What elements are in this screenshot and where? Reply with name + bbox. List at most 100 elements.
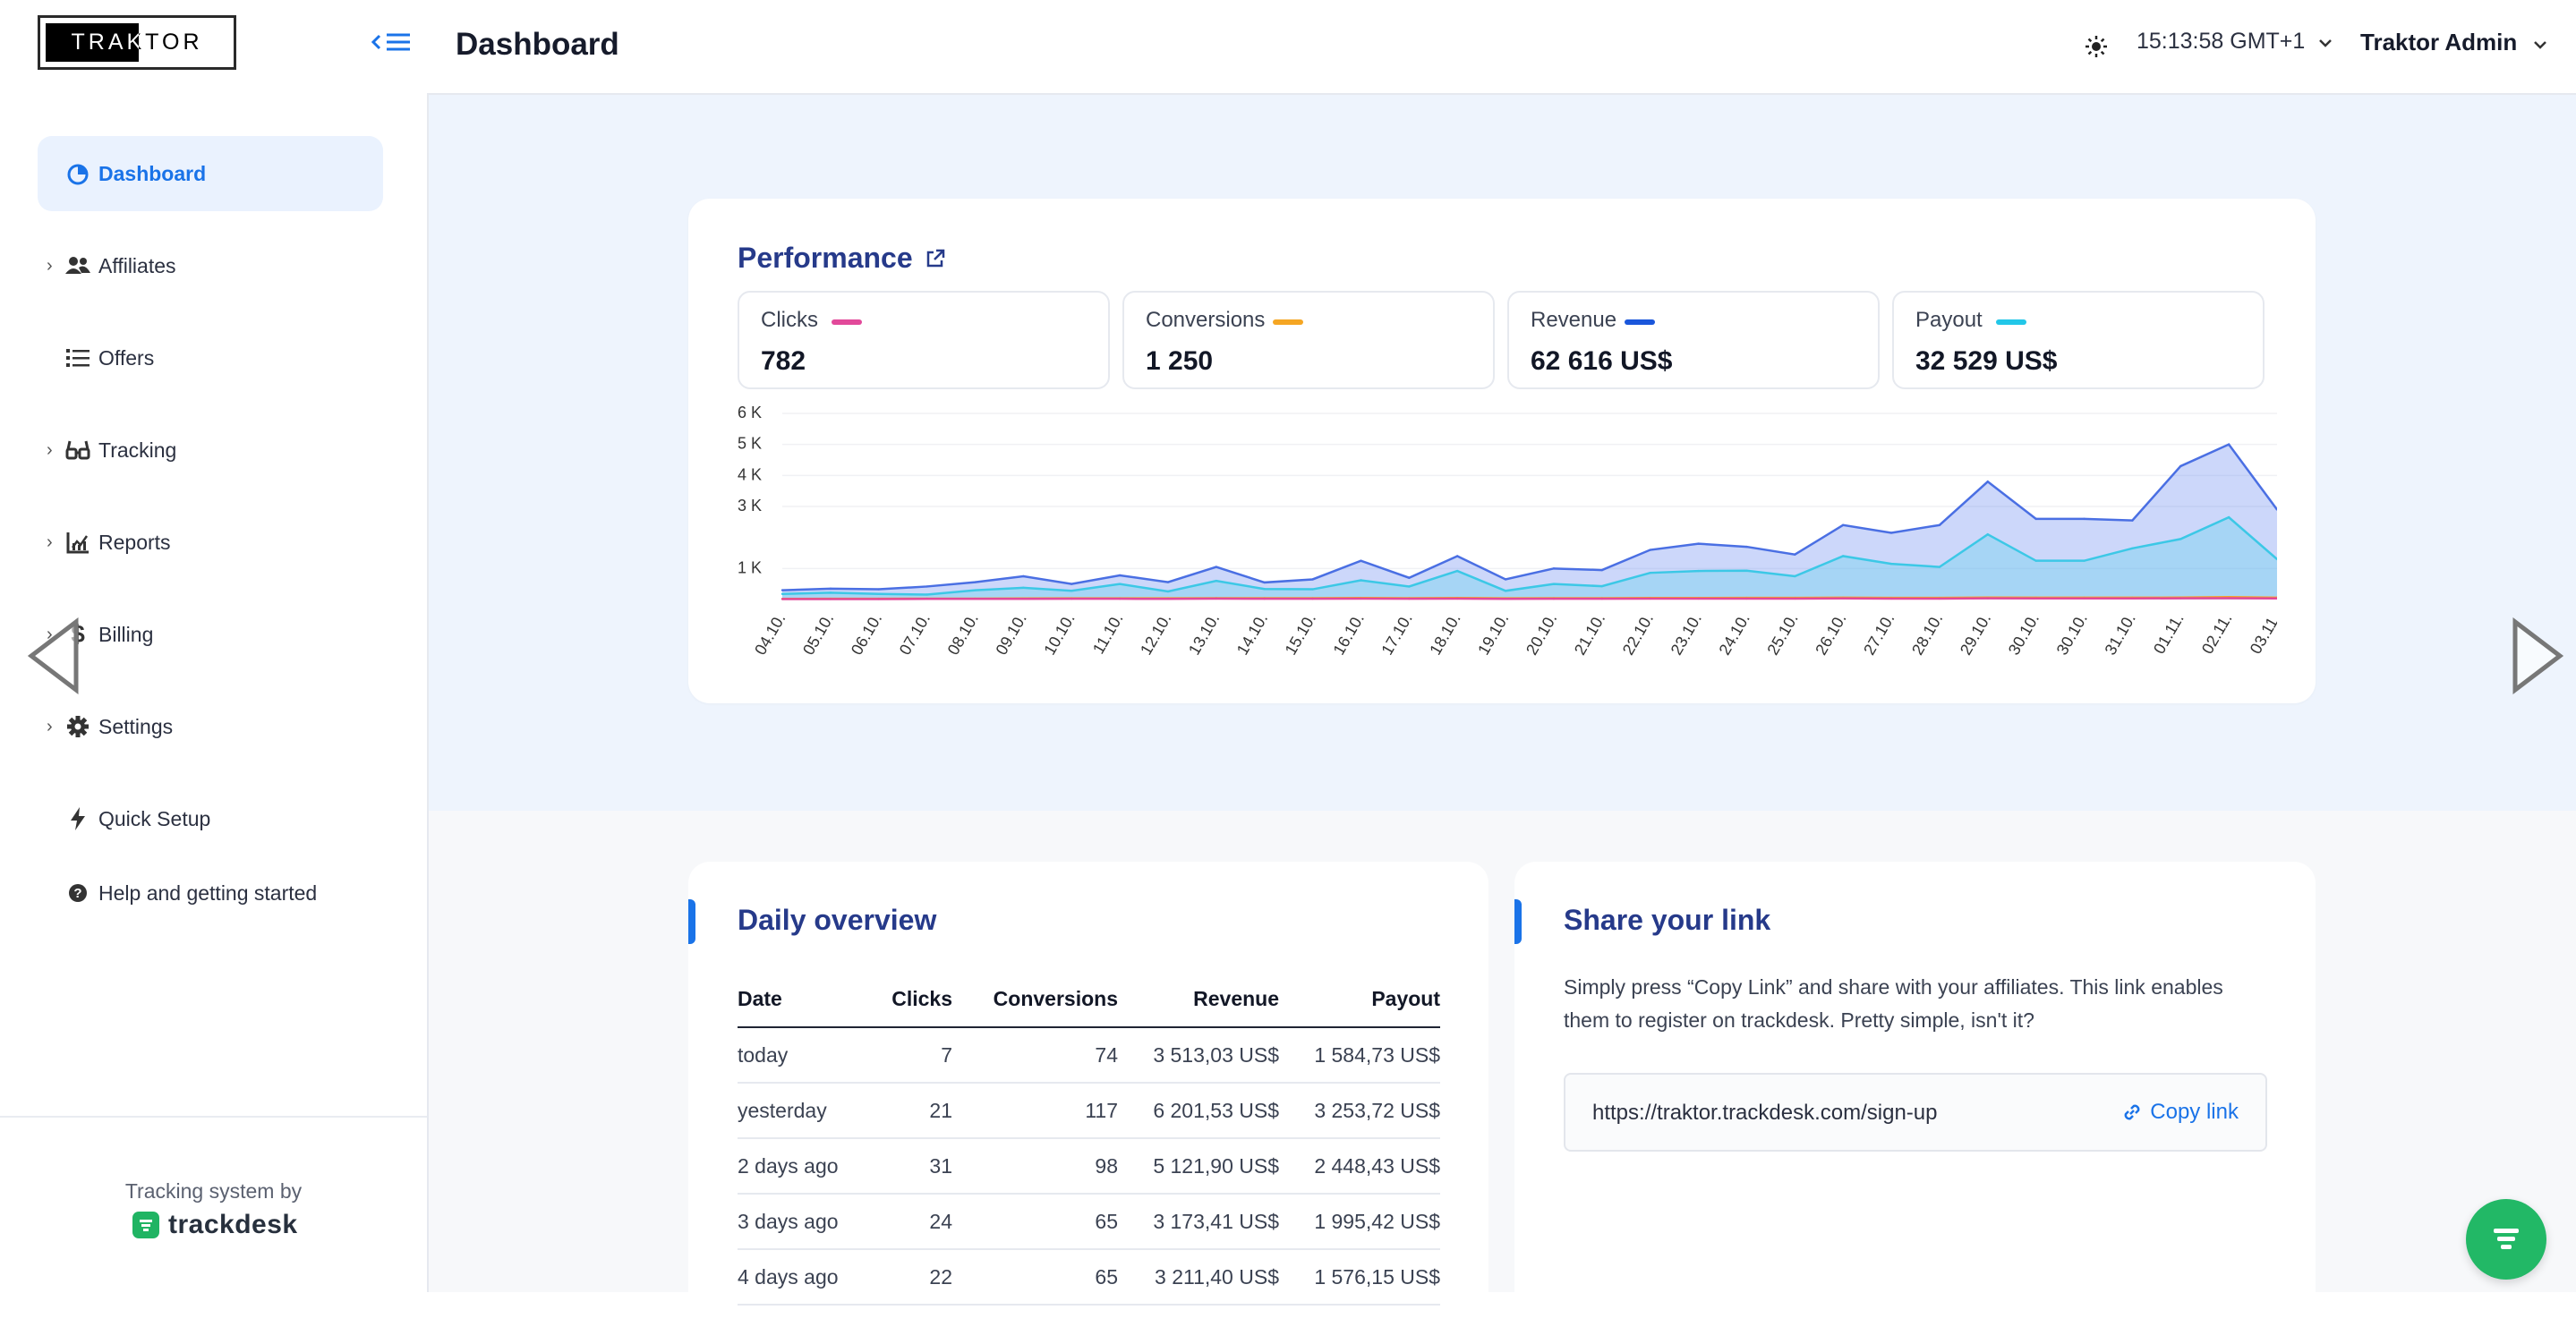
- x-tick-label: 25.10.: [1763, 610, 1801, 658]
- cell-payout: 1 576,15 US$: [1279, 1249, 1440, 1306]
- x-tick-label: 15.10.: [1282, 610, 1319, 658]
- timezone-clock-dropdown[interactable]: 15:13:58 GMT+1: [2137, 29, 2333, 55]
- chevron-right-icon: ›: [47, 255, 53, 276]
- sidebar-item-settings[interactable]: › Settings: [38, 689, 383, 764]
- cell-payout: 2 448,43 US$: [1279, 1138, 1440, 1195]
- sidebar-item-billing[interactable]: › $ Billing: [38, 597, 383, 672]
- cell-revenue: 6 201,53 US$: [1118, 1083, 1279, 1139]
- card-accent: [1514, 899, 1522, 944]
- signup-url[interactable]: https://traktor.trackdesk.com/sign-up: [1592, 1101, 1938, 1125]
- x-tick-label: 19.10.: [1474, 610, 1512, 658]
- sidebar-item-label: Offers: [98, 345, 155, 370]
- x-tick-label: 26.10.: [1812, 610, 1849, 658]
- data-point: [1938, 597, 1941, 600]
- data-point: [1697, 569, 1700, 573]
- data-point: [2179, 464, 2182, 468]
- data-point: [1697, 542, 1700, 545]
- x-tick-label: 18.10.: [1426, 610, 1463, 658]
- data-point: [1360, 559, 1362, 562]
- app-logo[interactable]: TRAKTOR: [38, 15, 236, 70]
- data-point: [829, 598, 832, 600]
- kpi-clicks[interactable]: Clicks 782: [738, 291, 1110, 389]
- table-header-row: Date Clicks Conversions Revenue Payout: [738, 971, 1440, 1028]
- data-point: [1649, 549, 1651, 551]
- y-tick-label: 4 K: [738, 465, 762, 483]
- chevron-right-icon: ›: [47, 532, 53, 552]
- data-point: [1745, 597, 1748, 600]
- sidebar-item-affiliates[interactable]: › Affiliates: [38, 228, 383, 303]
- x-tick-label: 09.10.: [992, 610, 1029, 658]
- user-menu-dropdown[interactable]: Traktor Admin: [2360, 29, 2547, 56]
- sidebar-nav: Dashboard › Affiliates Offers › Tracking…: [38, 136, 383, 948]
- data-point: [1311, 578, 1314, 581]
- sidebar-item-help[interactable]: ? Help and getting started: [38, 855, 383, 931]
- data-point: [1022, 598, 1025, 600]
- logo-text: TRAKTOR: [71, 30, 203, 55]
- x-tick-label: 20.10.: [1523, 610, 1560, 658]
- sun-icon: [2086, 36, 2107, 57]
- kpi-conversions[interactable]: Conversions 1 250: [1122, 291, 1495, 389]
- card-accent: [688, 899, 695, 944]
- x-tick-label: 12.10.: [1137, 610, 1174, 658]
- data-point: [1215, 580, 1218, 583]
- column-header: Revenue: [1118, 971, 1279, 1028]
- trackdesk-logo[interactable]: trackdesk: [132, 1210, 298, 1240]
- kpi-label: Payout: [1915, 308, 1983, 332]
- sidebar-item-quick-setup[interactable]: Quick Setup: [38, 781, 383, 856]
- series-line-revenue: [781, 443, 2277, 591]
- performance-title[interactable]: Performance: [738, 242, 945, 275]
- data-point: [1118, 597, 1122, 600]
- x-tick-label: 16.10.: [1330, 610, 1368, 658]
- data-point: [1070, 597, 1073, 600]
- data-point: [1311, 588, 1314, 591]
- data-point: [1263, 597, 1266, 600]
- column-header: Payout: [1279, 971, 1440, 1028]
- y-tick-label: 6 K: [738, 404, 762, 421]
- x-tick-label: 29.10.: [1957, 610, 1994, 658]
- data-point: [1552, 597, 1556, 600]
- data-point: [1986, 533, 1989, 536]
- data-point: [1600, 597, 1604, 600]
- data-point: [1504, 590, 1507, 592]
- data-point: [1986, 597, 1989, 600]
- data-point: [1408, 597, 1411, 600]
- data-point: [2131, 597, 2134, 600]
- share-link-title: Share your link: [1564, 904, 1771, 936]
- table-row: 2 days ago 31 98 5 121,90 US$ 2 448,43 U…: [738, 1138, 1440, 1195]
- legend-swatch: [1273, 319, 1303, 325]
- data-point: [2034, 597, 2037, 600]
- sidebar-item-dashboard[interactable]: Dashboard: [38, 136, 383, 211]
- help-widget-button[interactable]: [2466, 1199, 2546, 1280]
- data-point: [1070, 590, 1073, 592]
- x-tick-label: 07.10.: [896, 610, 934, 658]
- next-arrow-icon[interactable]: [2511, 617, 2564, 695]
- sidebar-item-offers[interactable]: Offers: [38, 320, 383, 396]
- link-icon: [2124, 1104, 2140, 1120]
- performance-chart[interactable]: 6 K 5 K 4 K 3 K 1 K 04.10. 05.10. 06.10. 07.10. 0…: [738, 399, 2277, 685]
- x-tick-label: 30.10.: [2005, 610, 2043, 658]
- sidebar-item-label: Dashboard: [98, 161, 207, 185]
- data-point: [925, 593, 928, 596]
- data-point: [1938, 523, 1941, 526]
- kpi-payout[interactable]: Payout 32 529 US$: [1892, 291, 2265, 389]
- cell-conversions: 117: [952, 1083, 1118, 1139]
- data-point: [877, 588, 880, 591]
- kpi-revenue[interactable]: Revenue 62 616 US$: [1507, 291, 1880, 389]
- sidebar-item-tracking[interactable]: › Tracking: [38, 413, 383, 488]
- theme-toggle-button[interactable]: [2078, 29, 2114, 64]
- data-point: [1263, 588, 1266, 591]
- sidebar-item-reports[interactable]: › Reports: [38, 505, 383, 580]
- series-line-clicks: [782, 597, 2277, 600]
- collapse-sidebar-button[interactable]: [371, 27, 414, 57]
- previous-arrow-icon[interactable]: [27, 617, 81, 695]
- data-point: [829, 591, 832, 594]
- data-point: [1938, 566, 1941, 568]
- data-point: [1552, 567, 1556, 570]
- copy-link-button[interactable]: Copy link: [2121, 1100, 2239, 1125]
- share-description: Simply press “Copy Link” and share with …: [1564, 975, 2223, 1032]
- data-point: [877, 598, 880, 600]
- series-area-payout: [782, 517, 2277, 600]
- brand-name: trackdesk: [168, 1210, 298, 1239]
- column-header: Conversions: [952, 971, 1118, 1028]
- daily-overview-title: Daily overview: [738, 904, 937, 936]
